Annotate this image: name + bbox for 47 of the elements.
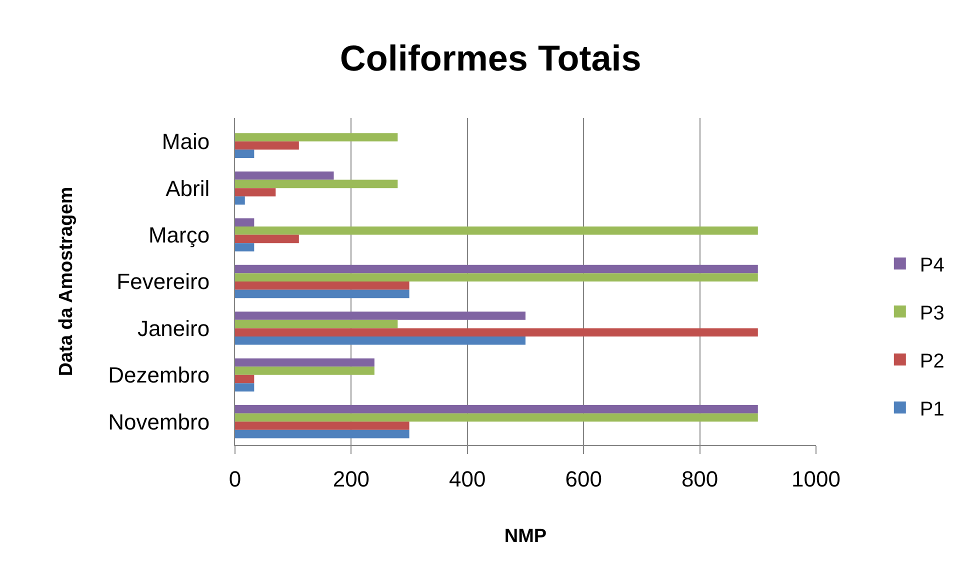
- bar: [235, 234, 299, 244]
- y-axis-title: Data da Amostragem: [56, 186, 77, 376]
- y-tick-label: Maio: [162, 129, 210, 154]
- x-tick-label: 0: [228, 466, 242, 492]
- bar: [235, 312, 526, 320]
- bar: [235, 405, 758, 414]
- chart-title: Coliformes Totais: [340, 38, 642, 78]
- bar: [235, 413, 758, 422]
- bar: [235, 264, 758, 274]
- bar: [235, 366, 374, 375]
- bar: [235, 188, 276, 196]
- bar: [235, 430, 410, 438]
- bar: [235, 196, 245, 205]
- x-tick-label: 400: [449, 466, 486, 492]
- bar: [235, 282, 410, 290]
- bar: [235, 290, 410, 298]
- bar: [235, 383, 254, 392]
- bar: [235, 141, 299, 150]
- x-tick-label: 800: [681, 466, 718, 492]
- bar: [235, 243, 254, 252]
- x-tick-label: 200: [332, 466, 370, 492]
- bar: [235, 328, 758, 337]
- legend-label: P3: [920, 302, 944, 324]
- y-tick-label: Novembro: [108, 409, 210, 434]
- bar: [235, 320, 398, 328]
- bar: [235, 374, 254, 384]
- bar: [235, 422, 410, 430]
- y-tick-label: Fevereiro: [116, 269, 210, 294]
- x-axis-title: NMP: [504, 526, 547, 548]
- bar: [235, 273, 758, 282]
- x-tick-label: 600: [565, 466, 602, 492]
- bar: [235, 180, 398, 188]
- bar: [235, 358, 374, 367]
- legend-label: P2: [920, 350, 944, 372]
- legend-label: P1: [920, 398, 944, 420]
- y-tick-label: Março: [148, 222, 210, 248]
- x-tick-label: 1000: [792, 466, 840, 492]
- bar: [235, 171, 334, 180]
- bar: [235, 218, 254, 226]
- bar: [235, 150, 254, 158]
- y-tick-label: Dezembro: [108, 362, 210, 388]
- y-tick-label: Abril: [166, 176, 210, 201]
- legend-label: P4: [920, 254, 944, 276]
- bar: [235, 133, 398, 142]
- y-tick-label: Janeiro: [137, 316, 210, 341]
- bar: [235, 336, 526, 345]
- bar: [235, 226, 758, 235]
